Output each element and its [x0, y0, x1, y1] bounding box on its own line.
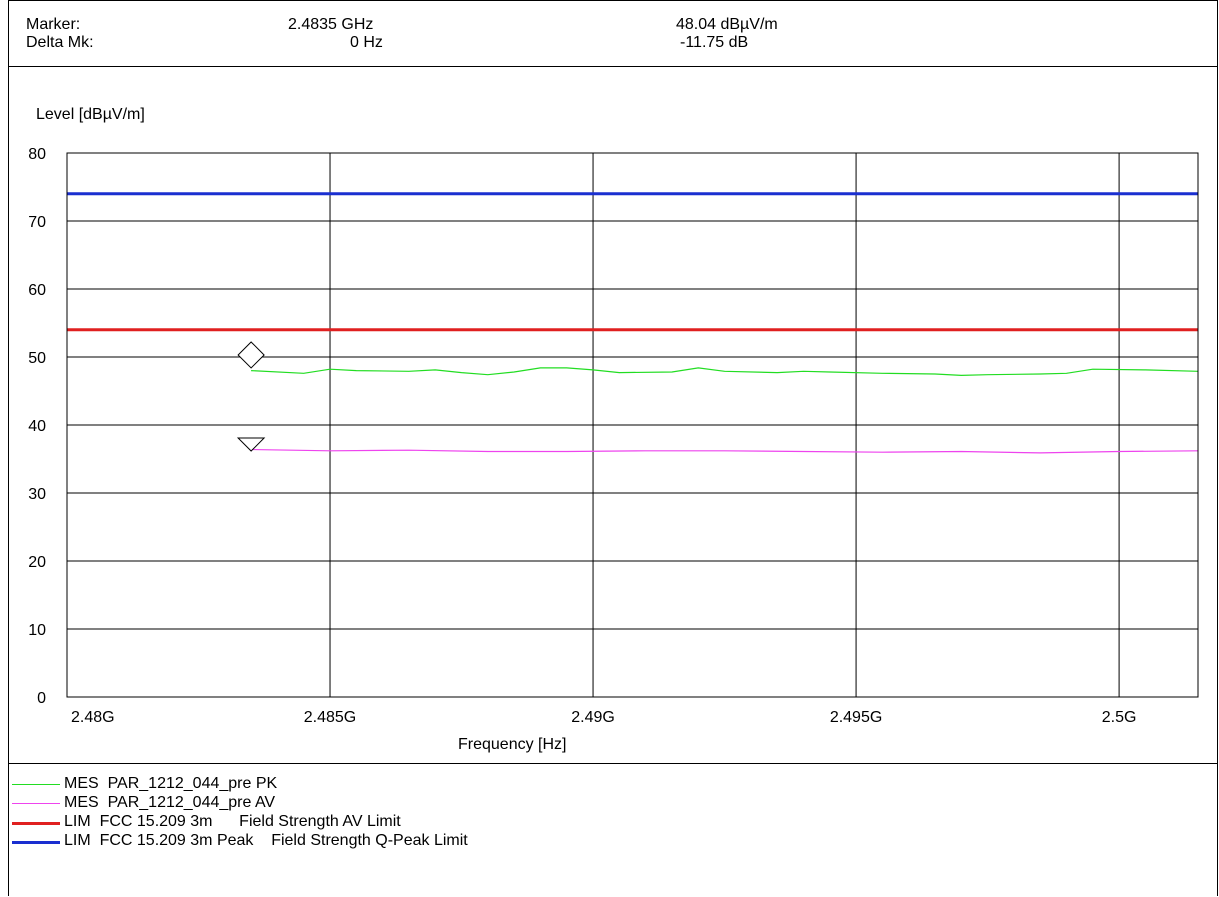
delta-level: -11.75 dB — [680, 34, 749, 51]
legend-swatch — [12, 841, 60, 844]
marker-diamond — [237, 341, 265, 369]
marker-frequency: 2.4835 GHz — [288, 16, 374, 33]
y-tick-label: 60 — [28, 282, 46, 299]
y-tick-label: 20 — [28, 554, 46, 571]
y-tick-label: 30 — [28, 486, 46, 503]
y-tick-label: 40 — [28, 418, 46, 435]
y-tick-label: 70 — [28, 214, 46, 231]
header-divider — [8, 66, 1218, 67]
plot-frame — [66, 152, 1199, 698]
marker-label: Marker: — [26, 16, 81, 33]
legend-swatch — [12, 822, 60, 825]
x-tick-label: 2.5G — [1102, 709, 1137, 726]
legend-swatch — [12, 803, 60, 804]
x-axis-label: Frequency [Hz] — [458, 736, 567, 753]
x-tick-label: 2.48G — [71, 709, 115, 726]
report-frame — [8, 0, 1218, 896]
spectrum-chart: 0 10 20 30 40 50 60 70 80 2.48G 2.485G 2.49G 2.495G 2… — [28, 146, 1199, 726]
chart-grid — [66, 152, 1198, 698]
legend-label: LIM FCC 15.209 3m Field Strength AV Limi… — [64, 813, 401, 830]
top-border — [8, 0, 1218, 1]
delta-frequency: 0 Hz — [350, 34, 383, 51]
legend-label: MES PAR_1212_044_pre PK — [64, 775, 278, 792]
chart-tick-labels: 0 10 20 30 40 50 60 70 80 2.48G 2.485G 2.49G 2.495G 2… — [28, 146, 1136, 726]
chart-series — [67, 192, 1199, 454]
legend-swatch — [12, 784, 60, 785]
series-line-2 — [251, 448, 1199, 454]
x-tick-label: 2.485G — [304, 709, 356, 726]
y-axis-label: Level [dBµV/m] — [36, 106, 145, 123]
y-tick-label: 0 — [37, 690, 46, 707]
legend-label: LIM FCC 15.209 3m Peak Field Strength Q-… — [64, 832, 468, 849]
x-tick-label: 2.495G — [830, 709, 882, 726]
legend-divider — [8, 763, 1218, 764]
y-tick-label: 80 — [28, 146, 46, 163]
x-tick-label: 2.49G — [571, 709, 615, 726]
y-tick-label: 50 — [28, 350, 46, 367]
delta-marker-label: Delta Mk: — [26, 34, 94, 51]
y-tick-label: 10 — [28, 622, 46, 639]
marker-triangle — [236, 437, 266, 452]
marker-level: 48.04 dBµV/m — [676, 16, 778, 33]
chart-markers — [236, 341, 266, 452]
legend-label: MES PAR_1212_044_pre AV — [64, 794, 276, 811]
series-line-1 — [251, 367, 1199, 377]
